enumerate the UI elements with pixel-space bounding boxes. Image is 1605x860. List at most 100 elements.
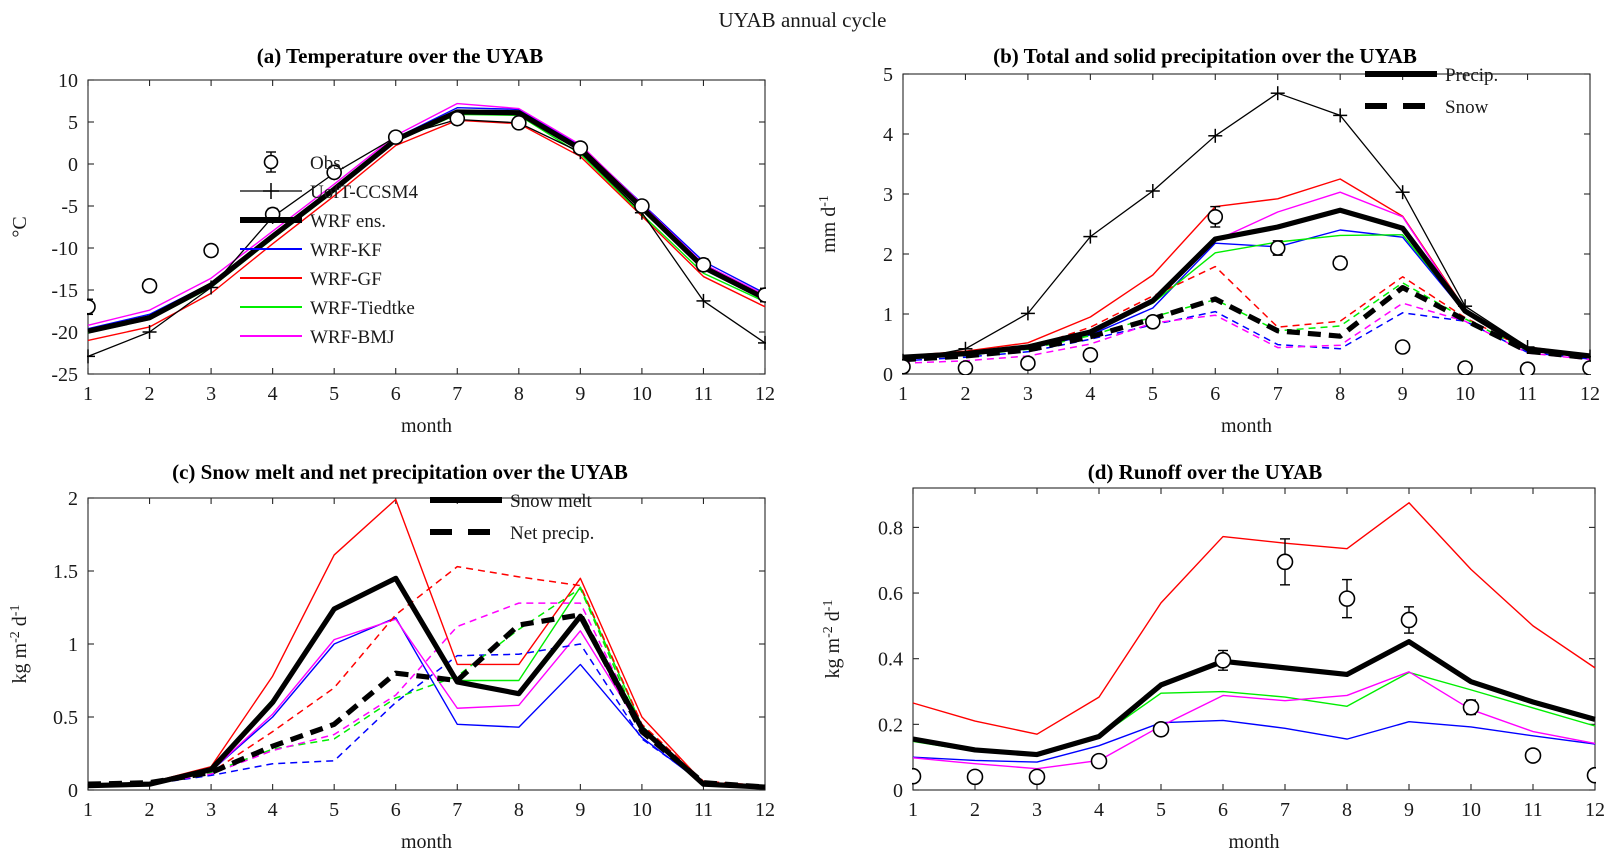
y-tick-label: -5 [61,196,78,218]
obs-errorbar-series [912,538,1596,786]
x-tick-label: 1 [908,799,918,821]
x-tick-label: 8 [1335,383,1345,405]
y-tick-label: 5 [68,112,78,134]
data-layer [87,102,766,364]
y-axis-label: °C [9,216,31,237]
y-tick-label: 0 [68,780,78,802]
series-line [912,671,1596,770]
x-tick-label: 4 [1085,383,1095,405]
x-tick-label: 5 [1156,799,1166,821]
data-layer [87,498,766,790]
x-tick-label: 7 [452,383,462,405]
x-tick-label: 6 [391,383,401,405]
legend: Obs. UofT-CCSM4 WRF ens. WRF-KF WRF-GF WRF-Ti… [240,151,419,348]
legend-label: WRF-BMJ [310,327,394,348]
x-axis-label: month [1221,415,1272,437]
x-tick-label: 7 [452,799,462,821]
series-line [87,575,766,790]
data-layer [902,86,1591,375]
y-tick-label: 4 [883,124,893,146]
legend-label: Precip. [1445,65,1498,86]
data-layer [912,502,1596,786]
x-tick-label: 8 [514,799,524,821]
x-tick-label: 4 [268,383,278,405]
x-tick-label: 6 [1210,383,1220,405]
x-axis-label: month [1228,831,1279,853]
y-tick-label: 0 [893,780,903,802]
x-tick-label: 4 [268,799,278,821]
series-line [87,618,766,788]
x-tick-label: 5 [329,799,339,821]
y-tick-label: -15 [51,280,78,302]
series-line [87,102,766,326]
x-tick-label: 3 [1032,799,1042,821]
y-tick-label: 10 [58,70,78,92]
series-line [87,617,766,788]
x-tick-label: 9 [1404,799,1414,821]
obs-errorbar-series [902,205,1591,375]
y-tick-label: 0 [68,154,78,176]
panel-d-title: (d) Runoff over the UYAB [1087,460,1323,484]
x-tick-label: 7 [1273,383,1283,405]
x-tick-label: 12 [1580,383,1600,405]
x-tick-label: 1 [83,383,93,405]
series-line [912,639,1596,758]
x-tick-label: 1 [83,799,93,821]
x-tick-label: 3 [206,383,216,405]
panel-d: (d) Runoff over the UYAB 1 2 3 4 5 6 7 8 9 10 11 12… [805,460,1605,860]
legend: Snow melt Net precip. [430,491,594,544]
panel-a-title: (a) Temperature over the UYAB [256,44,544,68]
panel-b-title: (b) Total and solid precipitation over t… [993,44,1417,68]
y-tick-label: 0.8 [878,517,903,539]
y-tick-label: 3 [883,184,893,206]
y-tick-label: 2 [883,244,893,266]
panel-c: (c) Snow melt and net precipitation over… [0,460,800,860]
y-tick-label: 0.2 [878,714,903,736]
y-tick-label: 1 [883,304,893,326]
x-tick-label: 9 [575,383,585,405]
y-tick-label: -10 [51,238,78,260]
y-tick-label: -25 [51,364,78,386]
y-tick-label: 0.4 [878,649,903,671]
x-tick-label: 10 [632,383,652,405]
x-tick-label: 12 [1585,799,1605,821]
series-line [902,92,1591,362]
x-tick-label: 4 [1094,799,1104,821]
panel-b: (b) Total and solid precipitation over t… [805,44,1605,444]
x-tick-label: 7 [1280,799,1290,821]
legend-label: Snow [1445,97,1489,118]
legend-label: Snow melt [510,491,593,512]
x-tick-label: 8 [514,383,524,405]
legend-label: WRF-GF [310,269,382,290]
x-tick-label: 3 [1023,383,1033,405]
x-tick-label: 2 [145,799,155,821]
x-tick-label: 10 [632,799,652,821]
obs-errorbar-series [87,110,766,316]
x-tick-label: 11 [1523,799,1542,821]
y-axis-label: kg m-2 d-1 [821,600,845,679]
x-tick-label: 6 [1218,799,1228,821]
x-tick-label: 5 [329,383,339,405]
panel-a: (a) Temperature over the UYAB 1 2 3 4 5 6 7 8 9 1… [0,44,800,444]
legend: Precip. Snow [1365,65,1498,118]
x-tick-label: 11 [1518,383,1537,405]
x-tick-label: 9 [1398,383,1408,405]
x-axis-label: month [401,831,452,853]
y-tick-label: 0.5 [53,707,78,729]
x-tick-label: 11 [694,799,713,821]
series-line [902,302,1591,364]
series-line [912,719,1596,763]
x-tick-label: 3 [206,799,216,821]
x-tick-label: 2 [145,383,155,405]
series-line [902,229,1591,360]
legend-label: Net precip. [510,523,594,544]
series-line [87,119,766,342]
y-tick-label: 2 [68,488,78,510]
y-tick-label: 1.5 [53,561,78,583]
legend-label: UofT-CCSM4 [310,182,419,203]
x-tick-label: 12 [755,799,775,821]
series-line [87,587,766,788]
legend-label: WRF-Tiedtke [310,298,415,319]
